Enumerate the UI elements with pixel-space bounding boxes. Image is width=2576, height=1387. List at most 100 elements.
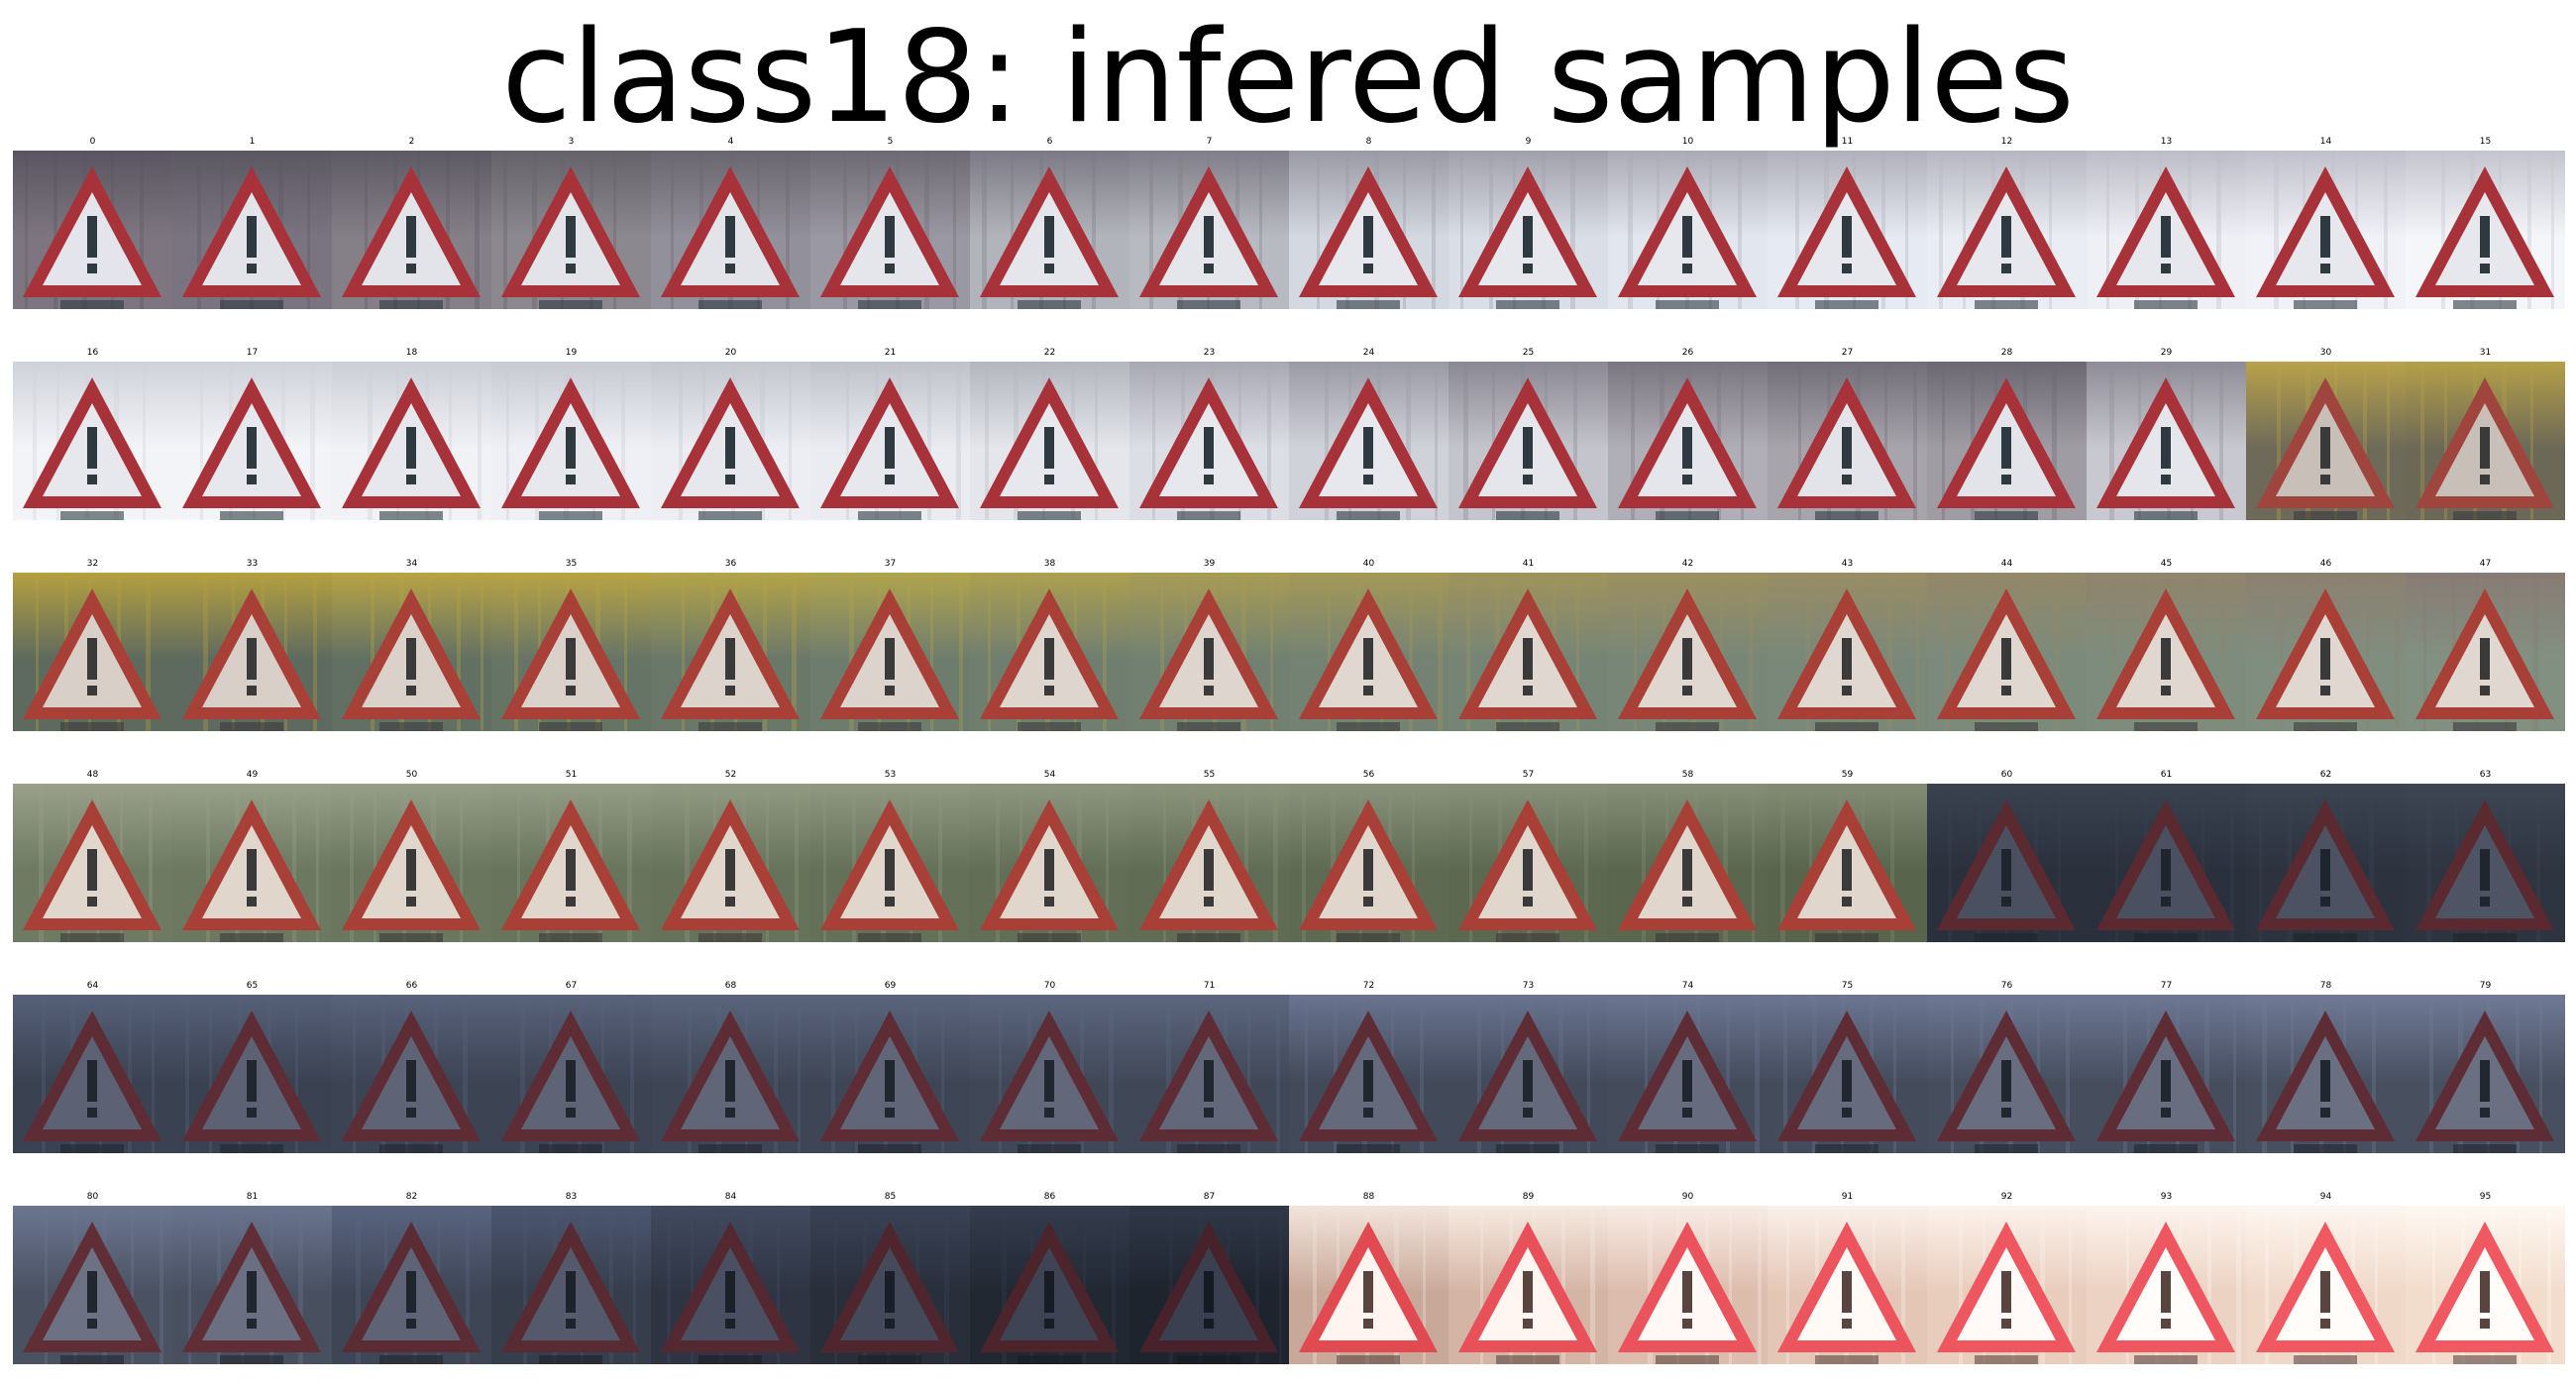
sample-index-label: 85 xyxy=(884,1192,897,1202)
sample-index-label: 27 xyxy=(1841,348,1854,358)
sample-cell: 64 xyxy=(13,980,172,1153)
warning-sign-thumbnail xyxy=(1129,362,1289,520)
sample-cell: 15 xyxy=(2406,136,2565,309)
exclamation-mark-icon xyxy=(2001,427,2011,469)
warning-sign-thumbnail xyxy=(1768,362,1927,520)
exclamation-mark-icon xyxy=(1363,1271,1373,1313)
sample-index-label: 79 xyxy=(2479,981,2492,991)
warning-sign-thumbnail xyxy=(810,784,970,942)
sample-image xyxy=(651,1206,810,1364)
exclamation-mark-icon xyxy=(1204,1271,1214,1313)
sample-cell: 70 xyxy=(970,980,1129,1153)
sample-index-label: 56 xyxy=(1362,770,1375,780)
sample-image xyxy=(1449,573,1608,731)
exclamation-mark-icon xyxy=(725,1060,735,1102)
warning-sign-thumbnail xyxy=(332,995,491,1153)
warning-sign-thumbnail xyxy=(491,1206,651,1364)
sample-cell: 93 xyxy=(2087,1191,2246,1364)
sample-image xyxy=(1768,573,1927,731)
sample-cell: 66 xyxy=(332,980,491,1153)
sample-image xyxy=(1927,995,2087,1153)
warning-sign-thumbnail xyxy=(491,995,651,1153)
sample-image xyxy=(491,362,651,520)
sample-image xyxy=(2087,573,2246,731)
exclamation-mark-icon xyxy=(2480,1271,2490,1313)
sample-image xyxy=(1289,362,1449,520)
exclamation-mark-icon xyxy=(725,1271,735,1313)
exclamation-mark-icon xyxy=(725,638,735,680)
sample-cell: 41 xyxy=(1449,558,1608,731)
sample-index-label: 87 xyxy=(1203,1192,1216,1202)
sample-image xyxy=(491,573,651,731)
sample-index-label: 25 xyxy=(1522,348,1535,358)
exclamation-mark-icon xyxy=(1682,427,1692,469)
sample-image xyxy=(172,784,332,942)
sample-cell: 63 xyxy=(2406,769,2565,942)
sample-image xyxy=(1449,784,1608,942)
warning-sign-thumbnail xyxy=(1927,995,2087,1153)
sample-image xyxy=(2406,784,2565,942)
sample-index-label: 28 xyxy=(2000,348,2013,358)
sample-cell: 83 xyxy=(491,1191,651,1364)
sample-cell: 45 xyxy=(2087,558,2246,731)
sample-cell: 47 xyxy=(2406,558,2565,731)
sample-image xyxy=(1768,1206,1927,1364)
warning-sign-thumbnail xyxy=(491,151,651,309)
warning-sign-thumbnail xyxy=(172,995,332,1153)
sample-index-label: 43 xyxy=(1841,559,1854,569)
sample-cell: 80 xyxy=(13,1191,172,1364)
warning-sign-thumbnail xyxy=(1927,151,2087,309)
sample-image xyxy=(810,1206,970,1364)
figure-title: class18: infered samples xyxy=(501,4,2075,152)
sample-image xyxy=(2087,995,2246,1153)
warning-sign-thumbnail xyxy=(970,573,1129,731)
sample-image xyxy=(2406,1206,2565,1364)
warning-sign-thumbnail xyxy=(810,573,970,731)
warning-sign-thumbnail xyxy=(1608,1206,1768,1364)
sample-index-label: 42 xyxy=(1681,559,1694,569)
sample-index-label: 60 xyxy=(2000,770,2013,780)
exclamation-mark-icon xyxy=(1363,849,1373,891)
exclamation-mark-icon xyxy=(1204,1060,1214,1102)
sample-cell: 61 xyxy=(2087,769,2246,942)
sample-index-label: 2 xyxy=(408,137,415,147)
sample-image xyxy=(1129,784,1289,942)
sample-index-label: 30 xyxy=(2319,348,2332,358)
sample-index-label: 31 xyxy=(2479,348,2492,358)
sample-cell: 2 xyxy=(332,136,491,309)
warning-sign-thumbnail xyxy=(2406,151,2565,309)
sample-image xyxy=(13,995,172,1153)
sample-cell: 17 xyxy=(172,347,332,520)
sample-cell: 68 xyxy=(651,980,810,1153)
warning-sign-thumbnail xyxy=(810,1206,970,1364)
exclamation-mark-icon xyxy=(885,427,895,469)
warning-sign-thumbnail xyxy=(810,151,970,309)
exclamation-mark-icon xyxy=(87,216,97,258)
exclamation-mark-icon xyxy=(1523,216,1533,258)
sample-index-label: 61 xyxy=(2160,770,2173,780)
warning-sign-thumbnail xyxy=(2087,995,2246,1153)
sample-index-label: 90 xyxy=(1681,1192,1694,1202)
exclamation-mark-icon xyxy=(1363,216,1373,258)
warning-sign-thumbnail xyxy=(1129,573,1289,731)
sample-cell: 33 xyxy=(172,558,332,731)
sample-image xyxy=(1129,573,1289,731)
exclamation-mark-icon xyxy=(2001,638,2011,680)
exclamation-mark-icon xyxy=(566,427,576,469)
exclamation-mark-icon xyxy=(1682,1060,1692,1102)
sample-index-label: 51 xyxy=(565,770,578,780)
sample-index-label: 35 xyxy=(565,559,578,569)
sample-index-label: 83 xyxy=(565,1192,578,1202)
sample-image xyxy=(491,784,651,942)
sample-cell: 90 xyxy=(1608,1191,1768,1364)
sample-cell: 65 xyxy=(172,980,332,1153)
warning-sign-thumbnail xyxy=(2087,1206,2246,1364)
warning-sign-thumbnail xyxy=(1927,784,2087,942)
exclamation-mark-icon xyxy=(2161,849,2171,891)
sample-cell: 78 xyxy=(2246,980,2406,1153)
sample-index-label: 81 xyxy=(246,1192,259,1202)
exclamation-mark-icon xyxy=(1044,216,1054,258)
sample-cell: 62 xyxy=(2246,769,2406,942)
warning-sign-thumbnail xyxy=(810,362,970,520)
warning-sign-thumbnail xyxy=(491,784,651,942)
